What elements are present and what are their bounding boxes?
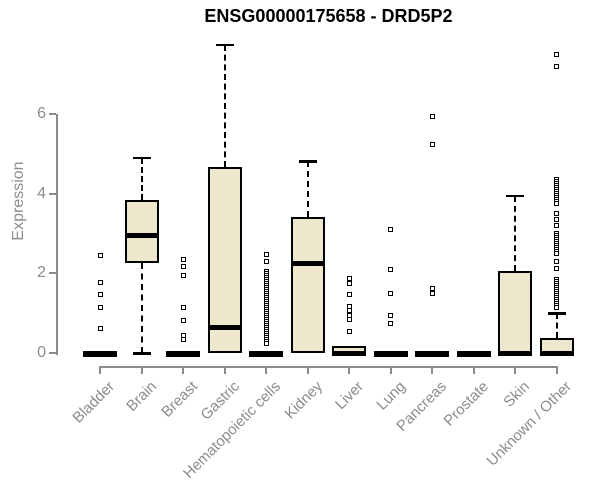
outlier-breast	[180, 317, 186, 323]
outlier-breast	[180, 272, 186, 278]
outlier-liver	[346, 280, 352, 286]
outlier-unknown-other	[554, 201, 559, 207]
flat-box-prostate	[456, 351, 491, 357]
median-brain	[124, 233, 159, 239]
x-axis-tick	[472, 367, 475, 374]
upper-whisker-brain	[140, 157, 143, 200]
median-unknown-other	[539, 350, 574, 356]
outlier-bladder	[97, 304, 103, 310]
box-kidney	[290, 216, 325, 353]
x-axis-tick	[223, 367, 226, 374]
outlier-bladder	[97, 291, 103, 297]
median-liver	[332, 350, 366, 356]
outlier-liver	[346, 328, 352, 334]
flat-box-breast	[166, 351, 200, 357]
flat-box-lung	[373, 351, 408, 357]
x-axis-tick	[140, 367, 143, 374]
outlier-hematopoietic-cells	[263, 340, 269, 346]
x-axis-tick	[99, 367, 101, 374]
median-kidney	[290, 260, 325, 266]
outlier-unknown-other	[554, 217, 559, 223]
outlier-hematopoietic-cells	[263, 258, 269, 264]
upper-whisker-cap-brain	[132, 156, 151, 160]
lower-whisker-brain	[140, 263, 143, 353]
x-axis-line	[99, 366, 558, 368]
outlier-pancreas	[429, 141, 435, 147]
x-axis-tick	[265, 367, 267, 374]
y-tick-label: 4	[37, 184, 46, 202]
outlier-bladder	[97, 279, 103, 285]
y-tick-label: 0	[37, 344, 46, 361]
outlier-unknown-other	[554, 266, 559, 272]
outlier-breast	[180, 256, 186, 262]
flat-box-bladder	[83, 351, 117, 357]
outlier-unknown-other	[554, 258, 559, 264]
outlier-breast	[180, 336, 186, 342]
x-axis-tick	[514, 367, 516, 374]
outlier-lung	[388, 290, 393, 296]
upper-whisker-skin	[514, 195, 516, 272]
x-axis-tick	[431, 367, 433, 374]
upper-whisker-cap-skin	[506, 194, 524, 198]
outlier-bladder	[97, 325, 103, 331]
box-brain	[124, 199, 159, 264]
upper-whisker-cap-unknown-other	[547, 312, 566, 315]
x-axis-tick	[389, 367, 392, 374]
x-axis-tick	[348, 367, 350, 374]
upper-whisker-gastric	[223, 44, 226, 167]
outlier-bladder	[97, 252, 103, 258]
outlier-hematopoietic-cells	[263, 251, 269, 257]
flat-box-hematopoietic-cells	[249, 351, 283, 357]
outlier-unknown-other	[554, 63, 559, 69]
box-skin	[498, 271, 532, 353]
flat-box-pancreas	[415, 351, 449, 357]
outlier-unknown-other	[554, 251, 559, 256]
median-skin	[498, 350, 532, 356]
outlier-unknown-other	[554, 304, 559, 310]
x-axis-tick	[182, 367, 184, 374]
outlier-breast	[180, 304, 186, 310]
lower-whisker-cap-brain	[132, 352, 151, 355]
outlier-lung	[388, 266, 393, 272]
box-gastric	[207, 166, 242, 353]
y-axis-line	[56, 114, 58, 355]
outlier-liver	[346, 275, 352, 281]
upper-whisker-kidney	[306, 161, 309, 217]
outlier-unknown-other	[554, 52, 559, 57]
outlier-pancreas	[429, 290, 435, 296]
y-axis-tick	[49, 192, 56, 195]
x-axis-tick	[555, 367, 558, 374]
y-tick-label: 2	[37, 264, 46, 282]
outlier-breast	[180, 263, 186, 269]
outlier-liver	[346, 307, 352, 313]
chart-title: ENSG00000175658 - DRD5P2	[204, 6, 453, 26]
outlier-liver	[346, 316, 352, 322]
y-tick-label: 6	[37, 105, 46, 123]
outlier-unknown-other	[554, 223, 559, 229]
x-axis-tick	[306, 367, 309, 374]
upper-whisker-cap-gastric	[215, 43, 234, 47]
outlier-lung	[388, 312, 393, 318]
median-gastric	[207, 324, 242, 330]
y-axis-tick	[49, 113, 56, 116]
outlier-pancreas	[429, 286, 435, 292]
upper-whisker-cap-kidney	[298, 160, 317, 163]
outlier-lung	[388, 227, 393, 233]
outlier-unknown-other	[554, 211, 559, 217]
outlier-lung	[388, 320, 393, 326]
y-axis-tick	[49, 352, 56, 354]
y-axis-tick	[49, 272, 56, 275]
outlier-pancreas	[429, 113, 435, 119]
outlier-liver	[346, 291, 352, 297]
upper-whisker-unknown-other	[555, 313, 558, 338]
